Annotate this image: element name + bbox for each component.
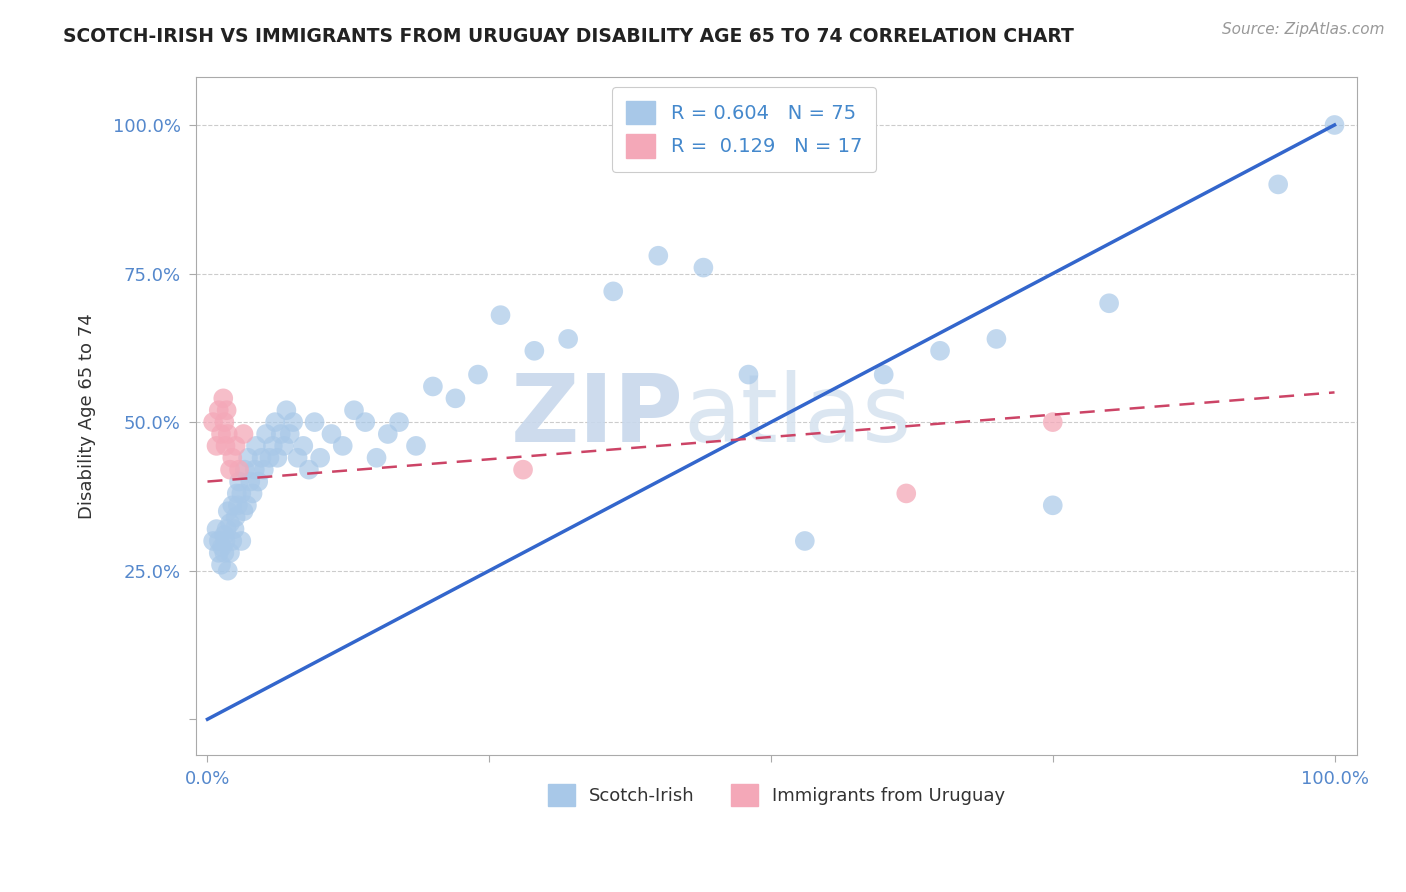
Point (221, 498, 243, 512)
Point (231, 533, 253, 548)
Point (276, 403, 298, 417)
Point (221, 533, 243, 548)
Point (388, 415, 411, 429)
Point (1267, 178, 1289, 192)
Point (215, 522, 238, 536)
Point (377, 427, 399, 442)
Point (217, 427, 239, 442)
Point (242, 486, 264, 500)
Text: ZIP: ZIP (510, 370, 683, 462)
Point (292, 439, 315, 453)
Point (343, 403, 366, 417)
Point (1323, 118, 1346, 132)
Point (232, 427, 254, 442)
Point (262, 439, 284, 453)
Point (793, 533, 815, 548)
Point (986, 332, 1008, 346)
Point (253, 463, 276, 477)
Point (557, 332, 579, 346)
Point (1042, 415, 1064, 429)
Point (231, 486, 253, 500)
Point (512, 463, 534, 477)
Point (332, 439, 354, 453)
Point (226, 498, 249, 512)
Point (467, 368, 489, 382)
Point (236, 498, 259, 512)
Point (219, 546, 242, 560)
Point (259, 450, 281, 465)
Point (211, 540, 233, 554)
Point (239, 475, 262, 489)
Point (298, 463, 321, 477)
Point (205, 439, 228, 453)
Point (692, 260, 714, 275)
Point (287, 450, 309, 465)
Point (208, 546, 231, 560)
Point (205, 522, 228, 536)
Point (208, 533, 231, 548)
Point (209, 558, 232, 572)
Point (214, 533, 236, 548)
Point (321, 427, 343, 442)
Point (281, 415, 304, 429)
Point (309, 450, 332, 465)
Point (489, 308, 512, 322)
Point (208, 403, 231, 417)
Point (209, 427, 232, 442)
Text: atlas: atlas (683, 370, 912, 462)
Point (219, 516, 242, 530)
Point (366, 450, 388, 465)
Point (250, 450, 273, 465)
Point (602, 285, 624, 299)
Point (270, 427, 292, 442)
Point (202, 533, 225, 548)
Point (873, 368, 896, 382)
Point (647, 249, 669, 263)
Point (354, 415, 377, 429)
Point (236, 450, 259, 465)
Point (264, 415, 287, 429)
Point (273, 439, 295, 453)
Point (232, 504, 254, 518)
Point (422, 379, 444, 393)
Legend: Scotch-Irish, Immigrants from Uruguay: Scotch-Irish, Immigrants from Uruguay (540, 777, 1012, 814)
Point (224, 522, 246, 536)
Point (304, 415, 326, 429)
Point (523, 343, 546, 358)
Point (221, 450, 243, 465)
Point (228, 475, 250, 489)
Point (225, 510, 247, 524)
Point (217, 564, 239, 578)
Point (214, 528, 236, 542)
Point (444, 392, 467, 406)
Point (896, 486, 918, 500)
Point (214, 546, 236, 560)
Point (228, 463, 250, 477)
Point (214, 439, 236, 453)
Point (278, 427, 301, 442)
Point (737, 368, 759, 382)
Point (215, 403, 238, 417)
Point (225, 439, 247, 453)
Point (212, 392, 235, 406)
Point (254, 427, 277, 442)
Text: Source: ZipAtlas.com: Source: ZipAtlas.com (1222, 22, 1385, 37)
Point (217, 504, 239, 518)
Point (1098, 296, 1121, 310)
Point (225, 486, 247, 500)
Point (929, 343, 952, 358)
Text: SCOTCH-IRISH VS IMMIGRANTS FROM URUGUAY DISABILITY AGE 65 TO 74 CORRELATION CHAR: SCOTCH-IRISH VS IMMIGRANTS FROM URUGUAY … (63, 27, 1074, 45)
Point (243, 463, 266, 477)
Point (266, 450, 288, 465)
Point (219, 463, 242, 477)
Point (233, 463, 256, 477)
Point (247, 475, 270, 489)
Point (405, 439, 427, 453)
Point (214, 415, 236, 429)
Point (202, 415, 225, 429)
Point (1042, 498, 1064, 512)
Y-axis label: Disability Age 65 to 74: Disability Age 65 to 74 (79, 313, 96, 519)
Point (245, 439, 267, 453)
